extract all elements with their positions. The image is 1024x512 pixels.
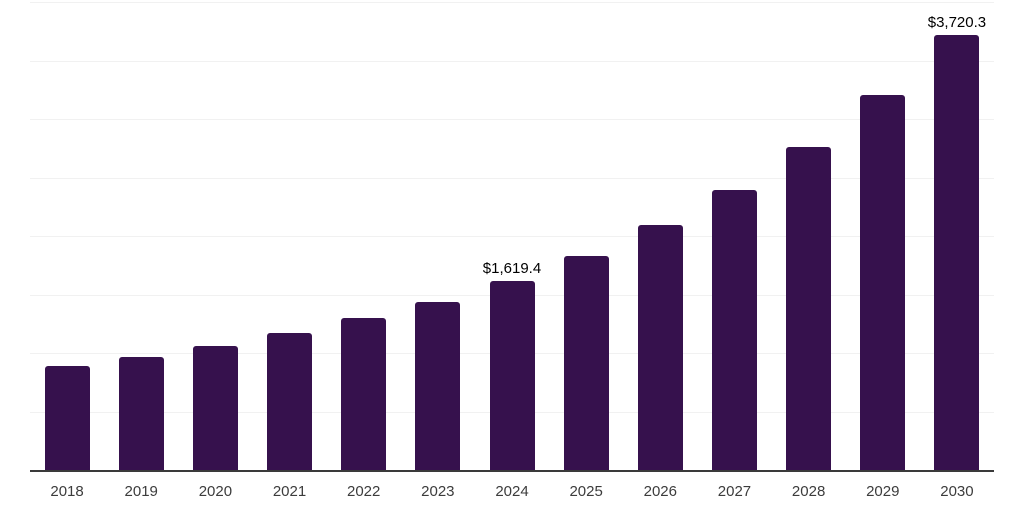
x-tick-2026: 2026: [643, 483, 677, 500]
gridline-4000: [30, 2, 994, 3]
x-tick-2022: 2022: [347, 483, 381, 500]
bar-2024: [489, 280, 535, 470]
x-tick-2019: 2019: [124, 483, 158, 500]
x-axis-tick-labels: 2018 2019 2020 2021 2022 2023 2024 2025 2026 2027…: [30, 483, 994, 505]
x-tick-2025: 2025: [569, 483, 603, 500]
bar-2025: [563, 255, 609, 470]
data-label-2030: $3,720.3: [927, 13, 987, 31]
gridline-2000: [30, 236, 994, 237]
bar-2030: [934, 34, 980, 470]
bar-2026: [637, 225, 683, 470]
x-tick-2024: 2024: [495, 483, 529, 500]
gridline-2500: [30, 177, 994, 179]
x-tick-2027: 2027: [717, 483, 752, 500]
gridline-3500: [30, 60, 994, 62]
x-axis-line: [30, 470, 994, 472]
bar-2023: [415, 301, 461, 470]
bar-2022: [341, 317, 387, 470]
bar-2021: [267, 332, 313, 470]
x-tick-2021: 2021: [272, 483, 307, 500]
x-tick-2029: 2029: [866, 483, 900, 500]
plot-area: $1,619.4 $3,720.3: [30, 2, 994, 470]
gridline-3000: [30, 119, 994, 120]
bar-2019: [118, 357, 164, 470]
x-tick-2028: 2028: [791, 483, 826, 500]
bar-2027: [711, 189, 757, 470]
bar-2020: [192, 345, 238, 470]
bar-2028: [786, 147, 832, 470]
bar-2018: [44, 365, 90, 470]
data-label-2024: $1,619.4: [482, 259, 542, 277]
bar-2029: [860, 95, 906, 470]
x-tick-2018: 2018: [50, 483, 84, 500]
x-tick-2023: 2023: [421, 483, 455, 500]
x-tick-2020: 2020: [198, 483, 233, 500]
x-tick-2030: 2030: [940, 483, 974, 500]
